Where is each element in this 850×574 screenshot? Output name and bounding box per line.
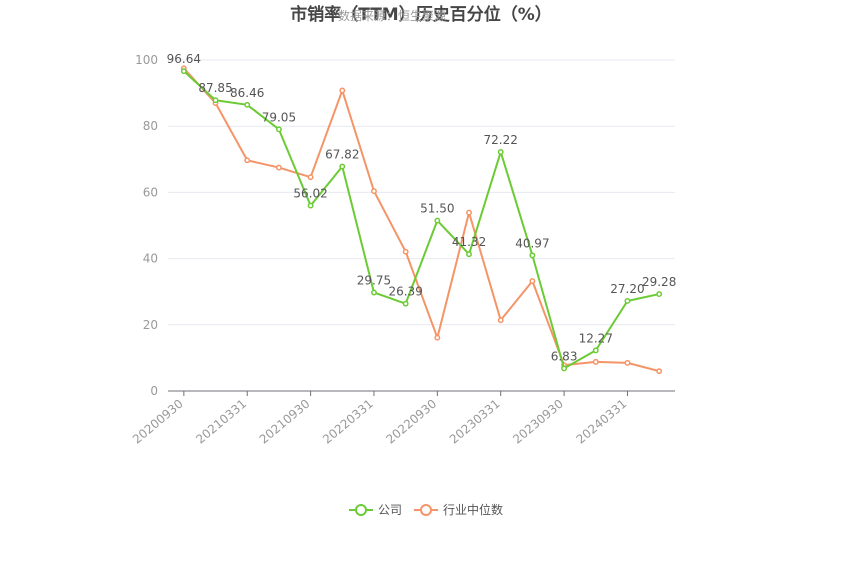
series-point bbox=[466, 251, 472, 258]
x-tick-label: 20210331 bbox=[193, 397, 249, 447]
x-tick-label: 20200930 bbox=[130, 397, 186, 447]
data-label: 29.75 bbox=[357, 274, 391, 288]
series-point bbox=[529, 278, 536, 285]
series-point bbox=[307, 174, 314, 181]
data-label: 67.82 bbox=[325, 148, 359, 162]
series-point bbox=[402, 248, 409, 255]
series-line bbox=[183, 70, 660, 370]
series-point bbox=[561, 365, 568, 372]
data-label: 27.20 bbox=[610, 282, 644, 296]
data-label: 87.85 bbox=[198, 81, 232, 95]
legend-label: 行业中位数 bbox=[443, 502, 503, 517]
series-point bbox=[371, 289, 377, 296]
series-point bbox=[434, 217, 441, 224]
data-label: 86.46 bbox=[230, 86, 264, 100]
data-label: 96.64 bbox=[167, 52, 201, 66]
series-point bbox=[244, 157, 251, 164]
data-label: 72.22 bbox=[484, 133, 518, 147]
x-tick-label: 20210930 bbox=[257, 397, 313, 447]
x-axis: 20200930 20210331 20210930 20220331 20220930… bbox=[130, 390, 675, 447]
y-tick-label: 80 bbox=[143, 119, 158, 133]
data-label: 41.32 bbox=[452, 235, 486, 249]
series-point bbox=[497, 149, 504, 155]
series-point bbox=[624, 359, 631, 366]
series-point bbox=[402, 300, 409, 307]
y-axis: 0 20 40 60 80 100 bbox=[135, 53, 158, 398]
series-point bbox=[656, 368, 663, 375]
series-point bbox=[624, 298, 631, 304]
data-label: 40.97 bbox=[515, 236, 549, 250]
x-tick-label: 20220930 bbox=[383, 397, 439, 447]
chart-title: 市销率（TTM）历史百分位（%） bbox=[290, 4, 552, 25]
series-point bbox=[307, 202, 314, 209]
legend-label: 公司 bbox=[378, 503, 402, 517]
legend: 公司 行业中位数 bbox=[349, 502, 503, 517]
series-point bbox=[592, 347, 599, 354]
series-point bbox=[529, 252, 536, 259]
x-tick-label: 20230331 bbox=[447, 397, 503, 447]
series-line bbox=[183, 67, 660, 373]
data-label: 56.02 bbox=[293, 187, 327, 201]
series-point bbox=[466, 209, 472, 216]
series-point bbox=[275, 126, 282, 133]
data-label: 6.83 bbox=[551, 349, 578, 363]
y-tick-label: 20 bbox=[143, 318, 158, 332]
x-tick-label: 20240331 bbox=[574, 397, 630, 447]
series-point bbox=[371, 188, 377, 195]
data-label: 51.50 bbox=[420, 202, 454, 216]
grid-lines bbox=[168, 59, 675, 326]
y-tick-label: 100 bbox=[135, 53, 158, 67]
chart-watermark: 数据来源：恒生聚源 bbox=[338, 8, 446, 23]
series-point bbox=[592, 358, 599, 365]
series-point bbox=[434, 334, 441, 341]
legend-marker bbox=[420, 504, 432, 516]
series-point bbox=[212, 97, 219, 104]
x-tick-label: 20230930 bbox=[510, 397, 566, 447]
series-point bbox=[244, 101, 251, 108]
series-point bbox=[275, 164, 282, 171]
series-layer bbox=[180, 65, 663, 375]
data-label: 12.27 bbox=[579, 331, 613, 345]
y-tick-label: 40 bbox=[143, 252, 158, 266]
legend-marker bbox=[355, 504, 367, 516]
data-label: 29.28 bbox=[642, 275, 676, 289]
x-tick-label: 20220331 bbox=[320, 397, 376, 447]
data-label: 26.39 bbox=[388, 285, 422, 299]
data-label: 79.05 bbox=[262, 110, 296, 124]
series-point bbox=[497, 317, 504, 324]
series-point bbox=[180, 68, 187, 75]
series-point bbox=[339, 87, 346, 94]
y-tick-label: 60 bbox=[143, 185, 158, 199]
y-tick-label: 0 bbox=[150, 384, 158, 398]
series-point bbox=[656, 291, 663, 298]
series-point bbox=[339, 163, 346, 170]
